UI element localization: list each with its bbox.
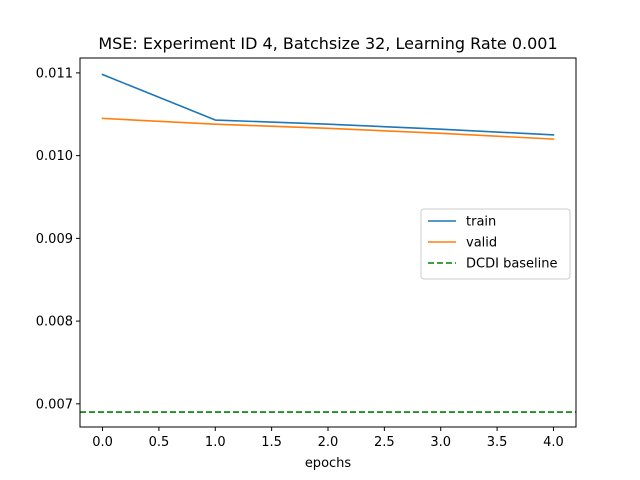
x-tick-label: 1.5	[261, 435, 282, 450]
legend: train valid DCDI baseline	[420, 208, 571, 280]
x-tick-label: 3.5	[487, 435, 508, 450]
x-tick-label: 0.0	[92, 435, 113, 450]
x-tick-label: 1.0	[205, 435, 226, 450]
y-tick-label: 0.007	[36, 397, 73, 412]
legend-label-train: train	[466, 215, 496, 230]
x-axis-ticks: 0.0 0.5 1.0 1.5 2.0 2.5 3.0 3.5 4.0	[92, 427, 564, 450]
y-tick-label: 0.009	[36, 232, 73, 247]
y-tick-label: 0.008	[36, 315, 73, 330]
legend-label-dcdi-baseline: DCDI baseline	[466, 257, 558, 272]
y-axis-ticks: 0.007 0.008 0.009 0.010 0.011	[36, 66, 80, 412]
x-tick-label: 2.5	[374, 435, 395, 450]
x-axis-label: epochs	[305, 456, 352, 471]
chart-title: MSE: Experiment ID 4, Batchsize 32, Lear…	[98, 34, 557, 53]
series-line-valid	[101, 117, 555, 140]
legend-label-valid: valid	[466, 236, 497, 251]
x-tick-label: 4.0	[543, 435, 564, 450]
y-tick-label: 0.010	[36, 149, 73, 164]
y-tick-label: 0.011	[36, 66, 73, 81]
x-tick-label: 2.0	[318, 435, 339, 450]
plot-frame	[79, 57, 577, 428]
series-line-train	[101, 73, 555, 136]
legend-box	[420, 208, 571, 280]
x-tick-label: 3.0	[430, 435, 451, 450]
series-layer	[80, 73, 576, 413]
x-tick-label: 0.5	[149, 435, 170, 450]
